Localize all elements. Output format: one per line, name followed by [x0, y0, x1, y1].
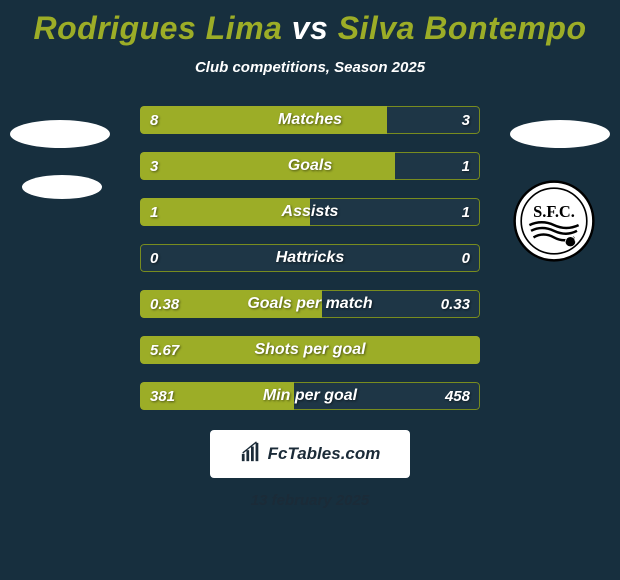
stat-row: 0Hattricks0: [140, 244, 480, 272]
stat-value-right: [460, 336, 480, 364]
stat-row: 5.67Shots per goal: [140, 336, 480, 364]
fctables-icon: [240, 441, 262, 468]
stat-row: 3Goals1: [140, 152, 480, 180]
stat-value-right: 458: [435, 382, 480, 410]
stat-row: 8Matches3: [140, 106, 480, 134]
page-title: Rodrigues Lima vs Silva Bontempo: [0, 10, 620, 47]
stat-label: Goals per match: [140, 290, 480, 318]
stat-value-right: 0: [452, 244, 480, 272]
comparison-card: Rodrigues Lima vs Silva Bontempo Club co…: [0, 0, 620, 580]
stat-label: Matches: [140, 106, 480, 134]
stat-label: Hattricks: [140, 244, 480, 272]
stat-label: Shots per goal: [140, 336, 480, 364]
player2-logo-placeholder: [510, 120, 610, 148]
stat-value-right: 1: [452, 152, 480, 180]
stat-label: Min per goal: [140, 382, 480, 410]
date: 13 february 2025: [0, 492, 620, 509]
stat-value-right: 1: [452, 198, 480, 226]
stat-label: Goals: [140, 152, 480, 180]
subtitle: Club competitions, Season 2025: [0, 59, 620, 76]
watermark-text: FcTables.com: [268, 444, 381, 464]
stat-label: Assists: [140, 198, 480, 226]
player1-name: Rodrigues Lima: [34, 10, 283, 46]
player1-logo-placeholder-2: [22, 175, 102, 199]
stats-bars: 8Matches33Goals11Assists10Hattricks00.38…: [140, 106, 480, 410]
santos-fc-logo: S.F.C.: [513, 180, 595, 262]
player2-name: Silva Bontempo: [338, 10, 587, 46]
stat-value-right: 3: [452, 106, 480, 134]
stat-row: 381Min per goal458: [140, 382, 480, 410]
svg-text:S.F.C.: S.F.C.: [533, 202, 575, 221]
player1-logo-placeholder-1: [10, 120, 110, 148]
stat-value-right: 0.33: [431, 290, 480, 318]
vs-text: vs: [292, 10, 329, 46]
watermark: FcTables.com: [210, 430, 410, 478]
stat-row: 0.38Goals per match0.33: [140, 290, 480, 318]
stat-row: 1Assists1: [140, 198, 480, 226]
